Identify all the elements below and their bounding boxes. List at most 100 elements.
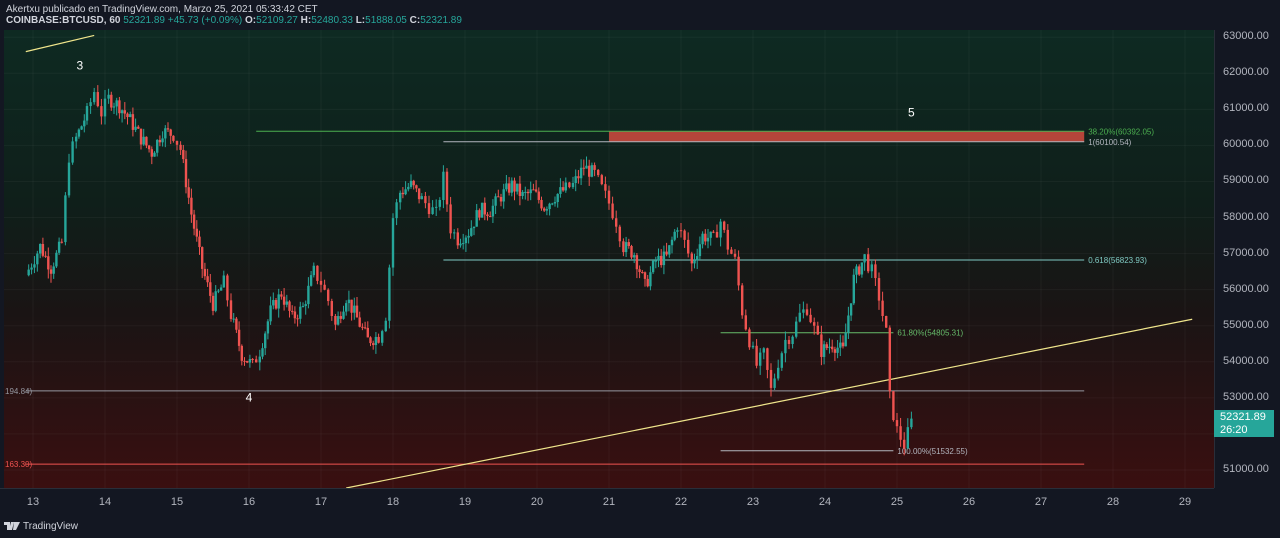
fib-level-label: 100.00%(51532.55) (897, 447, 968, 456)
candle-body (660, 255, 663, 266)
chart-header: Akertxu publicado en TradingView.com, Ma… (0, 0, 1280, 30)
candle-body (442, 171, 445, 200)
candle-body (248, 359, 252, 363)
candle-body (139, 128, 143, 145)
candle-body (709, 231, 712, 238)
candle-body (120, 110, 124, 114)
candle-body (670, 239, 674, 246)
candle-body (470, 228, 473, 236)
candle-body (534, 189, 538, 192)
bar-countdown: 26:20 (1220, 424, 1248, 436)
wave-label: 5 (908, 106, 915, 120)
current-price-badge: 52321.89 26:20 (1214, 410, 1274, 437)
open-value: 52109.27 (256, 15, 298, 26)
fib-level-label: 1(60100.54) (1088, 138, 1131, 147)
candle-body (777, 367, 780, 379)
candle-body (291, 310, 294, 312)
candle-body (36, 253, 39, 265)
candle-body (412, 180, 415, 186)
candle-body (568, 182, 571, 188)
candle-body (217, 290, 220, 292)
wave-label: 3 (76, 59, 83, 73)
price-tick: 59000.00 (1223, 174, 1269, 187)
candle-body (526, 191, 530, 194)
candle-body (226, 275, 229, 301)
candle-body (715, 231, 719, 238)
candle-body (206, 276, 209, 283)
time-tick: 17 (314, 496, 328, 508)
candle-body (134, 126, 137, 130)
candle-body (574, 176, 577, 183)
candle-body (158, 139, 162, 143)
candle-body (910, 418, 913, 428)
candle-body (261, 348, 264, 357)
price-tick: 55000.00 (1223, 318, 1269, 331)
tradingview-logo-icon[interactable] (4, 520, 20, 532)
candle-body (201, 247, 204, 269)
candle-body (304, 304, 307, 307)
candle-body (190, 197, 193, 215)
candle-body (353, 305, 356, 313)
tradingview-brand[interactable]: TradingView (23, 521, 79, 532)
candle-body (372, 343, 375, 346)
candle-body (867, 254, 870, 272)
candle-body (64, 195, 67, 243)
time-axis[interactable]: 13 14 15 16 17 18 19 20 21 22 23 24 25 26 27 28 29 (0, 488, 1214, 515)
candle-body (494, 196, 497, 206)
candle-body (456, 232, 459, 246)
candle-body (719, 221, 722, 238)
candle-body (489, 216, 492, 218)
candle-body (374, 336, 378, 346)
publisher-line: Akertxu publicado en TradingView.com, Ma… (6, 4, 318, 15)
time-tick: 24 (818, 496, 832, 508)
candle-body (399, 192, 402, 203)
candle-body (307, 285, 310, 305)
candle-body (521, 191, 524, 196)
candle-body (657, 255, 660, 261)
candle-body (780, 353, 783, 368)
candle-body (751, 345, 755, 348)
candle-body (214, 291, 217, 311)
candle-body (836, 347, 839, 353)
candle-body (895, 420, 899, 427)
candle-body (607, 190, 611, 204)
candle-body (762, 348, 765, 353)
price-tick: 56000.00 (1223, 282, 1269, 295)
candle-body (219, 287, 223, 291)
candle-body (142, 136, 145, 145)
candle-body (107, 94, 110, 99)
low-label: L: (355, 15, 366, 26)
chart-plot-area[interactable]: 38.20%(60392.05) 1(60100.54) 0.618(56823.9… (4, 30, 1214, 488)
symbol-label[interactable]: COINBASE:BTCUSD, 60 (6, 15, 121, 26)
fib-level-label: 194.84) (5, 387, 32, 396)
candle-body (198, 236, 201, 248)
candle-body (462, 243, 465, 245)
candle-body (726, 229, 729, 250)
candle-body (407, 186, 410, 190)
candle-body (885, 316, 888, 328)
candle-body (246, 361, 249, 363)
candle-body (844, 332, 847, 347)
wave-label: 4 (246, 390, 253, 404)
candle-body (309, 275, 313, 286)
candle-body (741, 285, 744, 316)
candle-body (415, 185, 418, 189)
candle-body (60, 241, 63, 243)
candle-body (222, 275, 225, 288)
candle-body (172, 135, 175, 141)
candle-body (355, 305, 359, 318)
candle-body (643, 272, 647, 279)
candle-body (269, 305, 272, 322)
price-chart[interactable]: 38.20%(60392.05) 1(60100.54) 0.618(56823.9… (4, 30, 1214, 488)
price-tick: 62000.00 (1223, 66, 1269, 79)
candle-body (427, 203, 431, 215)
candle-body (802, 309, 805, 313)
candle-body (906, 427, 909, 449)
candle-body (559, 187, 562, 194)
candle-body (820, 334, 823, 357)
candle-body (71, 141, 74, 163)
candle-body (693, 260, 696, 264)
candle-body (175, 140, 179, 145)
candle-body (759, 352, 762, 366)
candle-body (877, 278, 881, 301)
